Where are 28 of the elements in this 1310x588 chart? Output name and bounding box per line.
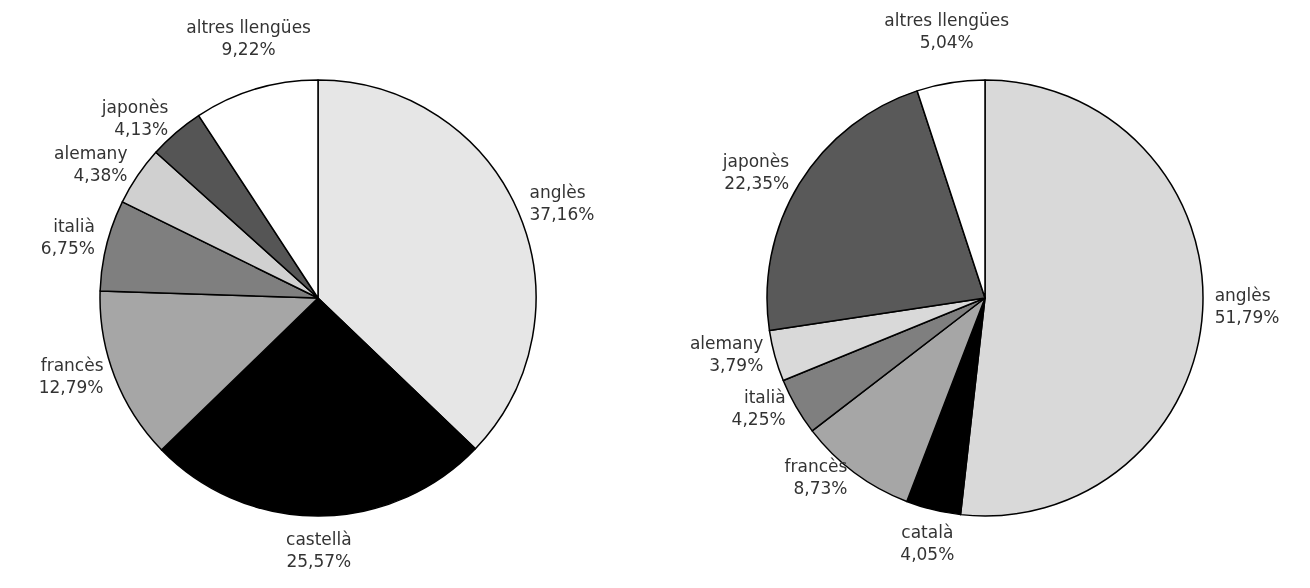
slice-label: anglès	[1214, 284, 1271, 305]
data-label: 37,16%	[529, 203, 595, 224]
slice-label: altres llengües	[186, 17, 312, 38]
slice-label: japonès	[100, 97, 169, 118]
slice-label: castellà	[286, 529, 352, 549]
slice-label: altres llengües	[884, 10, 1010, 31]
data-label: 6,75%	[40, 238, 95, 259]
data-label: 4,25%	[731, 408, 786, 429]
data-label: 4,38%	[73, 165, 128, 186]
data-label: 51,79%	[1214, 306, 1280, 327]
data-label: 9,22%	[221, 39, 276, 60]
data-label: 5,04%	[919, 32, 974, 53]
data-label: 22,35%	[724, 173, 790, 194]
data-label: 4,13%	[114, 119, 169, 140]
slice-label: japonès	[721, 151, 790, 172]
slice-label: francès	[784, 456, 848, 477]
slice-label: català	[901, 522, 954, 543]
slice-label: italià	[53, 216, 95, 237]
data-label: 25,57%	[286, 551, 352, 571]
slice-label: anglès	[529, 181, 586, 202]
data-label: 12,79%	[38, 376, 104, 397]
slice-label: italià	[743, 386, 786, 407]
data-label: 8,73%	[793, 478, 848, 499]
slice-label: alemany	[54, 143, 128, 164]
data-label: 4,05%	[900, 544, 955, 565]
data-label: 3,79%	[709, 355, 764, 376]
slice-label: francès	[40, 354, 104, 375]
slice-label: alemany	[689, 333, 764, 354]
